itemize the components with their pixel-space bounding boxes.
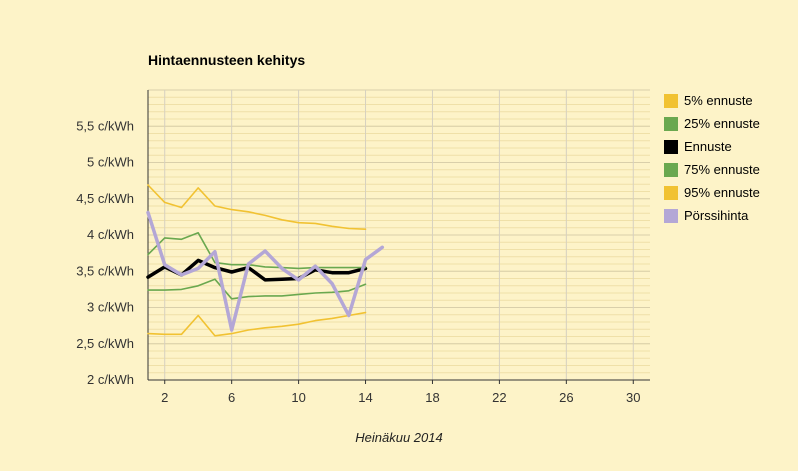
legend-item: Pörssihinta	[664, 204, 760, 227]
legend-label: 75% ennuste	[684, 162, 760, 177]
legend-swatch	[664, 116, 678, 131]
legend-swatch	[664, 139, 678, 154]
y-tick-label: 5 c/kWh	[87, 155, 134, 170]
x-tick-label: 26	[559, 390, 573, 405]
legend-item: 75% ennuste	[664, 158, 760, 181]
legend-swatch	[664, 93, 678, 108]
y-tick-label: 2 c/kWh	[87, 372, 134, 387]
y-tick-label: 5,5 c/kWh	[76, 118, 134, 133]
series-line	[147, 184, 367, 230]
x-tick-label: 18	[425, 390, 439, 405]
legend-label: Ennuste	[684, 139, 732, 154]
legend-label: 25% ennuste	[684, 116, 760, 131]
legend-swatch	[664, 162, 678, 177]
y-tick-label: 4 c/kWh	[87, 227, 134, 242]
legend-swatch	[664, 185, 678, 200]
legend-item: 5% ennuste	[664, 89, 760, 112]
legend-item: 25% ennuste	[664, 112, 760, 135]
series-line	[147, 278, 367, 300]
series-line	[146, 210, 385, 332]
x-tick-label: 30	[626, 390, 640, 405]
legend-item: Ennuste	[664, 135, 760, 158]
y-tick-label: 4,5 c/kWh	[76, 191, 134, 206]
series-line	[146, 258, 368, 282]
x-tick-label: 10	[291, 390, 305, 405]
legend-label: 5% ennuste	[684, 93, 753, 108]
x-tick-label: 14	[358, 390, 372, 405]
chart-title: Hintaennusteen kehitys	[148, 52, 306, 68]
x-tick-label: 2	[161, 390, 168, 405]
x-axis-label: Heinäkuu 2014	[355, 430, 443, 445]
legend-label: Pörssihinta	[684, 208, 749, 223]
legend-label: 95% ennuste	[684, 185, 760, 200]
series-line	[147, 232, 367, 270]
y-tick-label: 3,5 c/kWh	[76, 263, 134, 278]
series-line	[147, 311, 367, 337]
legend-swatch	[664, 208, 678, 223]
legend: 5% ennuste 25% ennuste Ennuste 75% ennuste 9…	[664, 89, 760, 227]
x-tick-label: 6	[228, 390, 235, 405]
x-tick-label: 22	[492, 390, 506, 405]
y-tick-label: 3 c/kWh	[87, 300, 134, 315]
y-tick-label: 2,5 c/kWh	[76, 336, 134, 351]
legend-item: 95% ennuste	[664, 181, 760, 204]
